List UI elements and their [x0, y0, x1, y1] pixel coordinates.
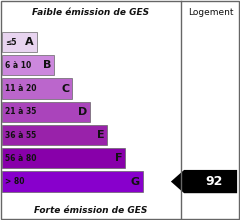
Text: A: A: [25, 37, 34, 47]
Text: G: G: [131, 177, 140, 187]
Text: 92: 92: [205, 175, 223, 188]
Text: 56 à 80: 56 à 80: [5, 154, 37, 163]
Bar: [2, 148, 125, 169]
Text: ≤5: ≤5: [5, 38, 17, 46]
Text: Logement: Logement: [188, 8, 233, 16]
Bar: [2, 32, 37, 52]
Text: 11 à 20: 11 à 20: [5, 84, 37, 93]
Text: Faible émission de GES: Faible émission de GES: [32, 8, 149, 16]
Polygon shape: [171, 170, 237, 193]
Text: 21 à 35: 21 à 35: [5, 107, 37, 116]
Bar: [2, 102, 90, 122]
Bar: [2, 125, 107, 145]
Text: F: F: [115, 153, 122, 163]
Text: B: B: [43, 60, 52, 70]
Text: D: D: [78, 107, 87, 117]
Text: C: C: [61, 84, 69, 93]
Bar: [2, 55, 54, 75]
Text: Forte émission de GES: Forte émission de GES: [34, 206, 147, 215]
Text: E: E: [97, 130, 104, 140]
Bar: [2, 78, 72, 99]
Text: 6 à 10: 6 à 10: [5, 61, 31, 70]
Text: 36 à 55: 36 à 55: [5, 130, 36, 139]
Text: > 80: > 80: [5, 177, 25, 186]
Bar: [2, 171, 143, 192]
